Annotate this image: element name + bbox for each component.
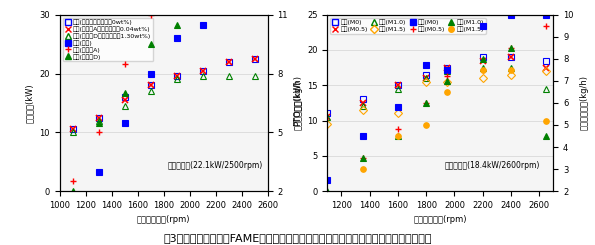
Text: 副室式機関(18.4kW/2600rpm): 副室式機関(18.4kW/2600rpm) xyxy=(445,161,540,170)
Y-axis label: 燃料質量流量(kg/h): 燃料質量流量(kg/h) xyxy=(579,75,588,130)
Y-axis label: PTO出力(kW): PTO出力(kW) xyxy=(293,80,302,126)
Y-axis label: 燃料質量流量(kg/h): 燃料質量流量(kg/h) xyxy=(293,75,302,130)
X-axis label: 機関回転速度(rpm): 機関回転速度(rpm) xyxy=(414,215,467,224)
Legend: 出力(M0), 出力(M0.5), 出力(M1.0), 出力(M1.5), 流量(M0), 流量(M0.5), 流量(M1.0), 流量(M1.5): 出力(M0), 出力(M0.5), 出力(M1.0), 出力(M1.5), 流量… xyxy=(330,18,486,34)
Y-axis label: 機関出力(kW): 機関出力(kW) xyxy=(24,83,33,123)
X-axis label: 機関回転速度(rpm): 機関回転速度(rpm) xyxy=(137,215,190,224)
Text: 図3　メタノール残留FAME（左図）とメタノール添加軽油（右図）による出力低下例: 図3 メタノール残留FAME（左図）とメタノール添加軽油（右図）による出力低下例 xyxy=(163,233,432,243)
Text: 副室式機関(22.1kW/2500rpm): 副室式機関(22.1kW/2500rpm) xyxy=(168,161,263,170)
Legend: 出力(軽油：メタノール0wt%), 出力(製造所A：メタノール0.04wt%), 出力(製造所D：メタノール1.30wt%), 流量(軽油), 流量(製造所A): 出力(軽油：メタノール0wt%), 出力(製造所A：メタノール0.04wt%),… xyxy=(62,18,153,61)
